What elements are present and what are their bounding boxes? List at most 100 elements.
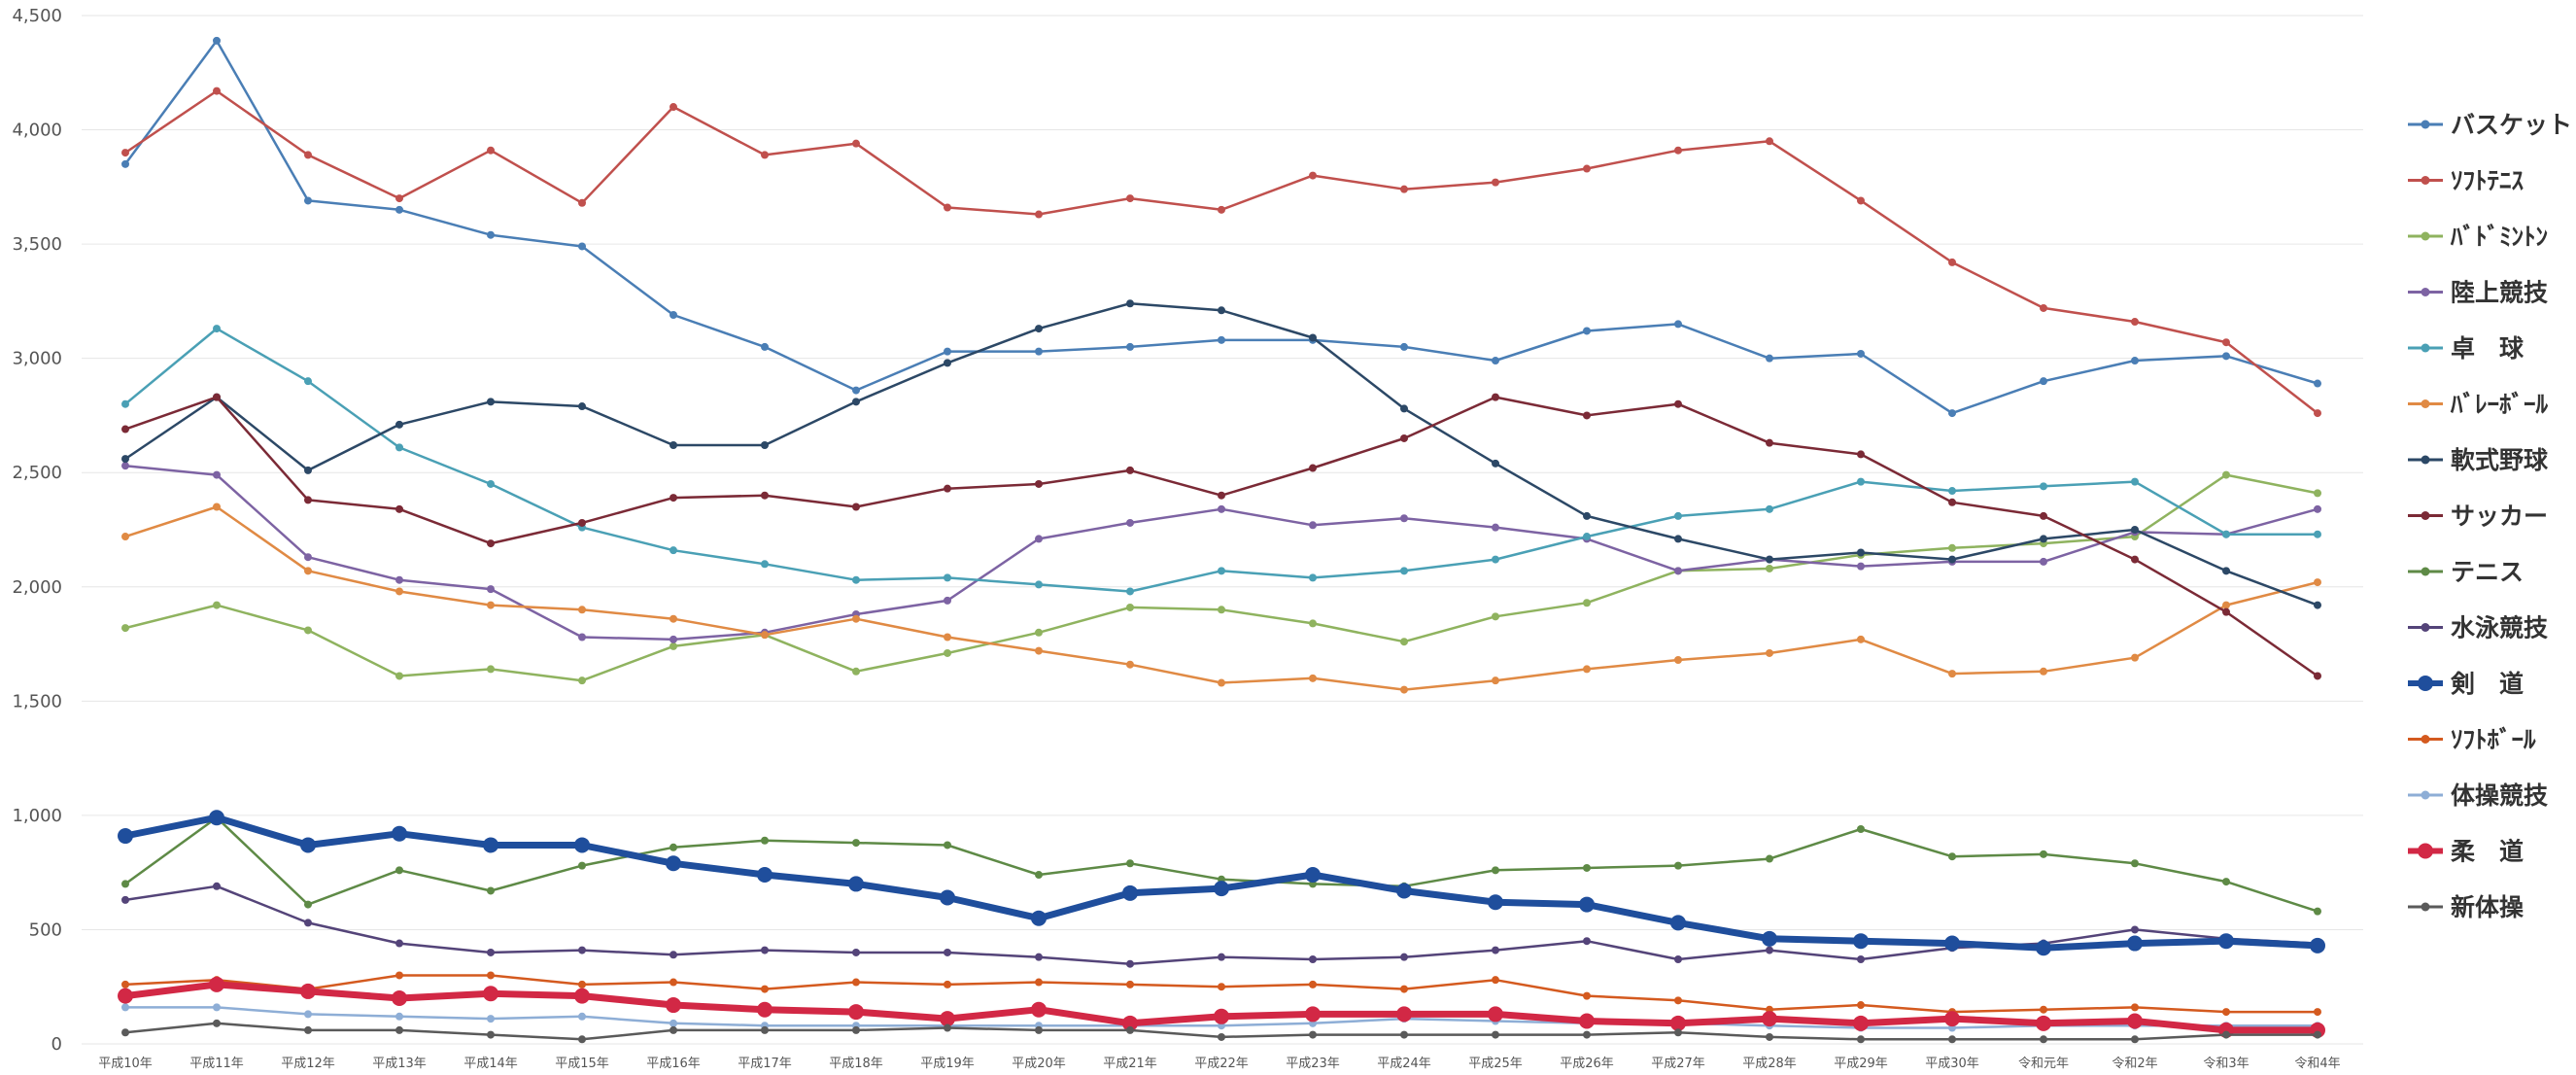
data-point <box>1766 946 1773 954</box>
legend-label: 卓 球 <box>2451 334 2524 363</box>
series-line <box>121 87 2321 418</box>
data-point <box>1309 619 1317 628</box>
data-point <box>761 631 769 640</box>
data-point <box>852 386 860 395</box>
plot-area <box>118 36 2325 1044</box>
data-point <box>1857 196 1865 205</box>
data-point <box>304 466 312 474</box>
legend-item: 剣 道 <box>2408 670 2524 698</box>
x-tick-label: 平成20年 <box>1012 1057 1066 1071</box>
data-point <box>852 1025 860 1034</box>
x-tick-label: 平成27年 <box>1651 1057 1705 1071</box>
data-point <box>2040 557 2047 566</box>
data-point <box>670 843 677 851</box>
legend-item: ﾊﾞﾄﾞﾐﾝﾄﾝ <box>2408 223 2548 251</box>
data-point <box>121 399 129 408</box>
legend-label: バスケット <box>2451 111 2572 139</box>
data-point <box>1035 871 1043 880</box>
data-point <box>2040 377 2047 386</box>
legend-swatch-marker <box>2418 676 2433 691</box>
data-point <box>1126 194 1134 203</box>
data-point <box>761 836 769 845</box>
data-point <box>2040 1035 2047 1044</box>
data-point <box>1035 479 1043 488</box>
x-tick-label: 令和元年 <box>2018 1057 2069 1071</box>
data-point <box>2314 379 2321 388</box>
data-point <box>578 980 586 988</box>
data-point <box>578 518 586 527</box>
data-point <box>2040 535 2047 543</box>
data-point <box>1035 646 1043 655</box>
data-point <box>761 560 769 569</box>
legend-item: ﾊﾞﾚｰﾎﾞｰﾙ <box>2408 391 2549 419</box>
data-point <box>670 546 677 555</box>
data-point <box>121 533 129 541</box>
data-point <box>1305 867 1321 884</box>
data-point <box>1309 573 1317 582</box>
data-point <box>1674 955 1682 964</box>
legend-item: サッカー <box>2408 503 2548 531</box>
data-point <box>487 601 495 609</box>
data-point <box>1218 983 1225 991</box>
data-point <box>392 825 407 842</box>
series-line <box>118 810 2325 956</box>
data-point <box>1583 411 1591 420</box>
data-point <box>395 939 403 948</box>
data-point <box>2222 530 2230 538</box>
data-point <box>1492 612 1499 621</box>
x-tick-label: 平成16年 <box>646 1057 701 1071</box>
data-point <box>2131 925 2139 934</box>
data-point <box>852 614 860 623</box>
data-point <box>2222 470 2230 479</box>
data-point <box>578 946 586 954</box>
data-point <box>1218 678 1225 687</box>
data-point <box>213 325 221 333</box>
data-point <box>1583 937 1591 946</box>
data-point <box>483 986 498 1002</box>
legend-swatch-marker <box>2421 231 2430 241</box>
data-point <box>395 420 403 429</box>
data-point <box>1218 306 1225 315</box>
data-point <box>2040 511 2047 520</box>
data-point <box>1126 660 1134 669</box>
x-tick-label: 平成25年 <box>1468 1057 1523 1071</box>
data-point <box>1492 178 1499 187</box>
data-point <box>944 359 951 367</box>
data-point <box>574 837 590 853</box>
data-point <box>304 626 312 635</box>
series-path <box>123 89 2319 415</box>
data-point <box>1126 518 1134 527</box>
data-point <box>2314 504 2321 513</box>
data-point <box>395 443 403 452</box>
data-point <box>1488 1006 1503 1023</box>
data-point <box>2131 357 2139 365</box>
data-point <box>1035 628 1043 637</box>
x-axis: 平成10年 平成11年 平成12年 平成13年 平成14年 平成15年 平成16年 平成17年… <box>98 1057 2340 1071</box>
data-point <box>1218 205 1225 214</box>
data-point <box>1214 1008 1229 1024</box>
legend-item: バスケット <box>2408 111 2572 139</box>
data-point <box>578 606 586 614</box>
data-point <box>852 398 860 406</box>
data-point <box>1126 603 1134 611</box>
legend-label: ｿﾌﾄﾎﾞｰﾙ <box>2451 726 2536 754</box>
x-tick-label: 平成14年 <box>464 1057 518 1071</box>
data-point <box>121 425 129 433</box>
data-point <box>578 1012 586 1021</box>
legend-item: ｿﾌﾄﾎﾞｰﾙ <box>2408 726 2536 754</box>
legend-swatch-marker <box>2421 120 2430 129</box>
data-point <box>2314 578 2321 587</box>
data-point <box>1766 648 1773 657</box>
data-point <box>1400 404 1408 413</box>
data-point <box>121 880 129 888</box>
data-point <box>1857 562 1865 571</box>
data-point <box>852 503 860 511</box>
y-axis: 0 500 1,000 1,500 2,000 2,500 3,000 3,500 4,000 4… <box>12 6 62 1055</box>
data-point <box>944 980 951 988</box>
legend-label: ﾊﾞﾄﾞﾐﾝﾄﾝ <box>2450 223 2548 251</box>
data-point <box>1309 521 1317 530</box>
data-point <box>2222 338 2230 347</box>
data-point <box>1579 1013 1595 1029</box>
data-point <box>852 139 860 148</box>
series-path <box>123 396 2319 677</box>
